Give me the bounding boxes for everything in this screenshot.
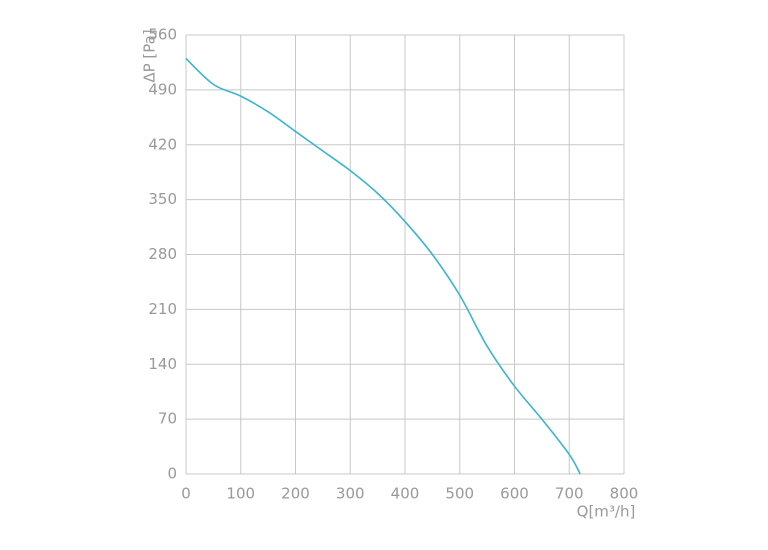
y-tick-label: 420 bbox=[148, 135, 177, 153]
x-tick-label: 800 bbox=[610, 485, 639, 503]
x-tick-label: 500 bbox=[445, 485, 474, 503]
y-tick-label: 350 bbox=[148, 190, 177, 208]
y-tick-label: 70 bbox=[158, 410, 177, 428]
y-tick-label: 560 bbox=[148, 26, 177, 44]
y-tick-label: 210 bbox=[148, 300, 177, 318]
y-tick-label: 140 bbox=[148, 355, 177, 373]
x-axis-title: Q[m³/h] bbox=[577, 503, 636, 521]
x-tick-label: 0 bbox=[181, 485, 191, 503]
x-tick-label: 400 bbox=[391, 485, 420, 503]
x-tick-label: 100 bbox=[226, 485, 255, 503]
y-tick-label: 280 bbox=[148, 245, 177, 263]
x-tick-label: 600 bbox=[500, 485, 529, 503]
x-tick-label: 300 bbox=[336, 485, 365, 503]
curve bbox=[185, 57, 581, 475]
y-tick-label: 490 bbox=[148, 80, 177, 98]
y-axis-title: ΔP [Pa] bbox=[141, 29, 159, 82]
x-tick-label: 200 bbox=[281, 485, 310, 503]
x-tick-label: 700 bbox=[555, 485, 584, 503]
y-tick-label: 0 bbox=[167, 465, 177, 483]
